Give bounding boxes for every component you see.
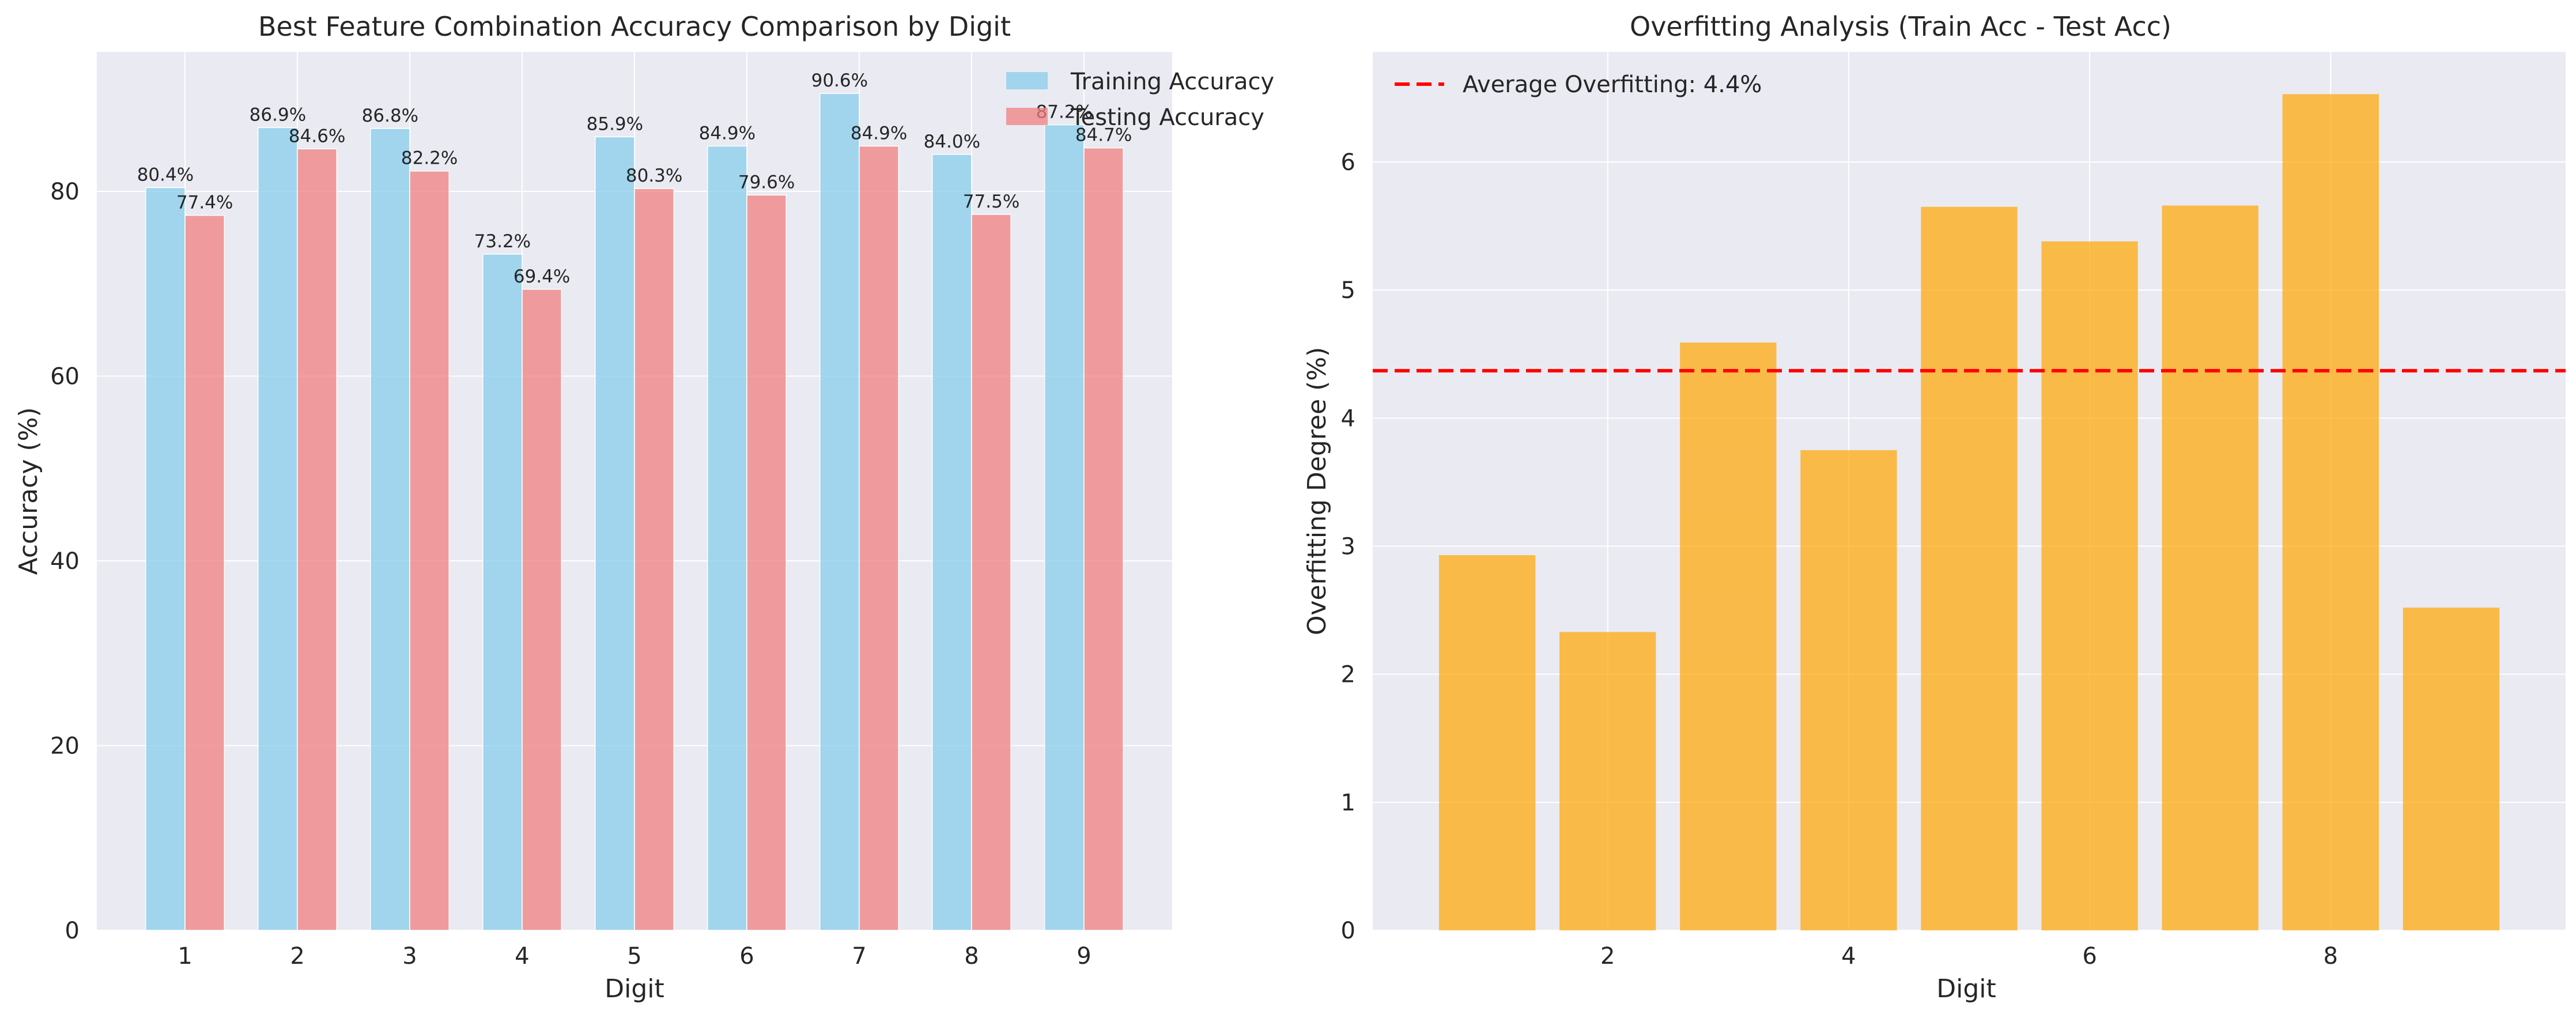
x-tick-label: 1 [177, 943, 192, 970]
y-tick-label: 1 [1341, 790, 1355, 816]
overfitting-bar [2162, 205, 2258, 931]
bar-value-label: 86.8% [362, 105, 418, 126]
training-accuracy-bar [819, 93, 860, 931]
overfitting-bar [1680, 342, 1777, 930]
y-tick-label: 0 [1341, 918, 1355, 944]
x-tick-label: 8 [964, 943, 979, 970]
testing-accuracy-bar [971, 214, 1011, 931]
bar-value-label: 82.2% [401, 148, 458, 169]
bar-value-label: 77.4% [176, 193, 233, 213]
training-accuracy-bar [482, 254, 523, 931]
y-tick-label: 0 [65, 918, 80, 944]
testing-accuracy-bar [746, 194, 787, 931]
training-accuracy-bar [258, 127, 298, 931]
y-tick-label: 4 [1341, 405, 1355, 432]
testing-accuracy-bar [297, 148, 338, 931]
bar-value-label: 77.5% [963, 191, 1019, 212]
legend-swatch-testing [1006, 108, 1048, 125]
bar-value-label: 73.2% [474, 231, 531, 252]
x-tick-label: 3 [402, 943, 417, 970]
y-tick-labels: 0 20 40 60 80 [50, 179, 80, 944]
training-accuracy-bar [931, 154, 972, 931]
chart-title: Overfitting Analysis (Train Acc - Test A… [1630, 11, 2171, 42]
overfitting-bar [2041, 241, 2138, 931]
overfitting-bar [1921, 206, 2018, 930]
training-accuracy-bar [1044, 124, 1085, 931]
x-tick-label: 7 [852, 943, 866, 970]
y-tick-label: 5 [1341, 277, 1355, 304]
accuracy-comparison-chart: Best Feature Combination Accuracy Compar… [14, 11, 1274, 1004]
bar-value-label: 85.9% [587, 114, 643, 134]
legend-swatch-training [1006, 72, 1048, 89]
bar-value-label: 84.0% [924, 131, 980, 152]
y-tick-label: 2 [1341, 662, 1355, 688]
bar-value-label: 69.4% [513, 266, 570, 287]
x-tick-label: 4 [515, 943, 529, 970]
y-axis-label: Overfitting Degree (%) [1302, 347, 1332, 635]
x-tick-label: 2 [290, 943, 304, 970]
testing-accuracy-bar [184, 214, 225, 931]
training-accuracy-bar [145, 187, 186, 931]
overfitting-bar [1559, 632, 1656, 930]
overfitting-bar [2403, 608, 2499, 930]
x-tick-label: 2 [1600, 943, 1615, 970]
bar-value-label: 90.6% [811, 70, 868, 91]
bar-value-label: 84.9% [851, 123, 907, 144]
x-tick-label: 9 [1077, 943, 1091, 970]
legend: Average Overfitting: 4.4% [1395, 71, 1762, 98]
x-tick-label: 5 [627, 943, 641, 970]
chart-title: Best Feature Combination Accuracy Compar… [258, 11, 1011, 42]
overfitting-bar [1439, 555, 1536, 930]
x-tick-labels: 2 4 6 8 [1600, 943, 2338, 970]
bar-value-label: 84.9% [699, 123, 756, 144]
x-tick-label: 6 [2082, 943, 2097, 970]
testing-accuracy-bar [859, 145, 899, 931]
overfitting-bar [2282, 94, 2379, 930]
y-tick-label: 3 [1341, 534, 1355, 560]
x-tick-labels: 1 2 3 4 5 6 7 8 9 [177, 943, 1091, 970]
y-tick-labels: 0 1 2 3 4 5 6 [1341, 149, 1355, 944]
y-tick-label: 6 [1341, 149, 1355, 176]
y-tick-label: 60 [50, 363, 80, 390]
x-tick-label: 6 [739, 943, 754, 970]
bar-value-label: 84.6% [289, 126, 345, 146]
x-tick-label: 8 [2324, 943, 2338, 970]
testing-accuracy-bar [1083, 147, 1124, 931]
x-axis-label: Digit [1936, 974, 1996, 1004]
y-tick-label: 40 [50, 548, 80, 575]
testing-accuracy-bar [522, 289, 562, 931]
testing-accuracy-bar [409, 170, 450, 931]
bar-value-label: 86.9% [250, 104, 306, 125]
legend-label-training: Training Accuracy [1070, 69, 1274, 95]
overfitting-bar [1800, 450, 1897, 930]
training-accuracy-bar [707, 145, 747, 931]
training-accuracy-bar [595, 136, 635, 931]
training-accuracy-bar [370, 128, 410, 931]
overfitting-analysis-chart: Overfitting Analysis (Train Acc - Test A… [1302, 11, 2566, 1004]
bar-value-label: 79.6% [738, 172, 795, 193]
legend: Training Accuracy Testing Accuracy [1006, 69, 1274, 131]
y-tick-label: 20 [50, 733, 80, 759]
bar-value-label: 84.7% [1075, 125, 1132, 146]
legend-label-testing: Testing Accuracy [1070, 104, 1264, 131]
bar-value-label: 80.4% [137, 165, 194, 186]
bar-value-label: 80.3% [626, 165, 682, 186]
legend-label-average: Average Overfitting: 4.4% [1463, 71, 1762, 98]
bar-series [1439, 94, 2499, 931]
bar-series [145, 93, 1124, 931]
x-tick-label: 4 [1841, 943, 1856, 970]
testing-accuracy-bar [634, 188, 674, 931]
x-axis-label: Digit [605, 974, 664, 1004]
y-axis-label: Accuracy (%) [14, 407, 43, 575]
y-tick-label: 80 [50, 179, 80, 205]
